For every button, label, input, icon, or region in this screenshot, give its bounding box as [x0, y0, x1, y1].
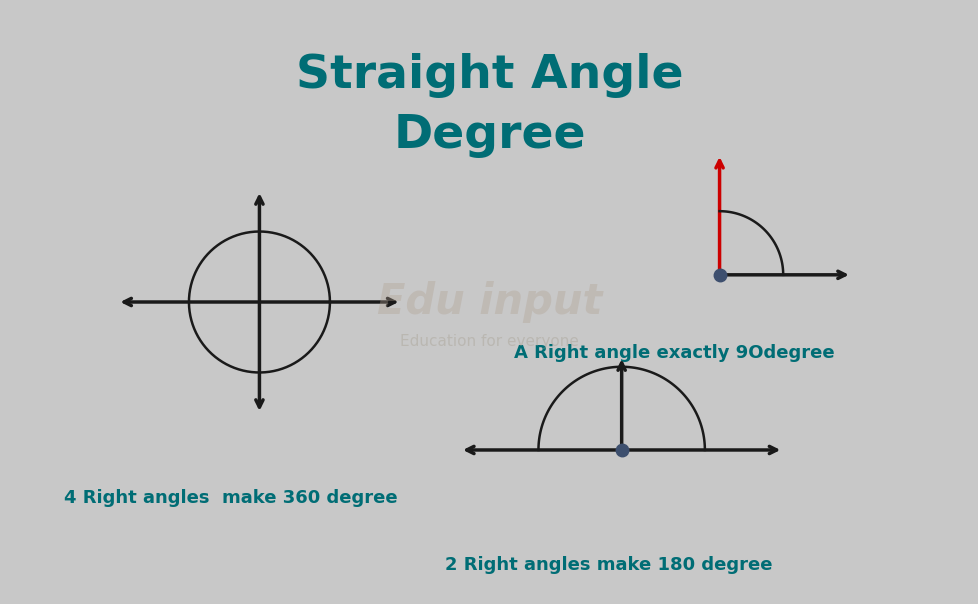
Text: Edu input: Edu input	[377, 281, 601, 323]
Text: Straight Angle: Straight Angle	[295, 53, 683, 98]
Text: Education for everyone: Education for everyone	[400, 334, 578, 349]
Text: 2 Right angles make 180 degree: 2 Right angles make 180 degree	[445, 556, 773, 574]
Text: Degree: Degree	[393, 114, 585, 158]
Text: A Right angle exactly 9Odegree: A Right angle exactly 9Odegree	[513, 344, 834, 362]
Text: 4 Right angles  make 360 degree: 4 Right angles make 360 degree	[64, 489, 397, 507]
